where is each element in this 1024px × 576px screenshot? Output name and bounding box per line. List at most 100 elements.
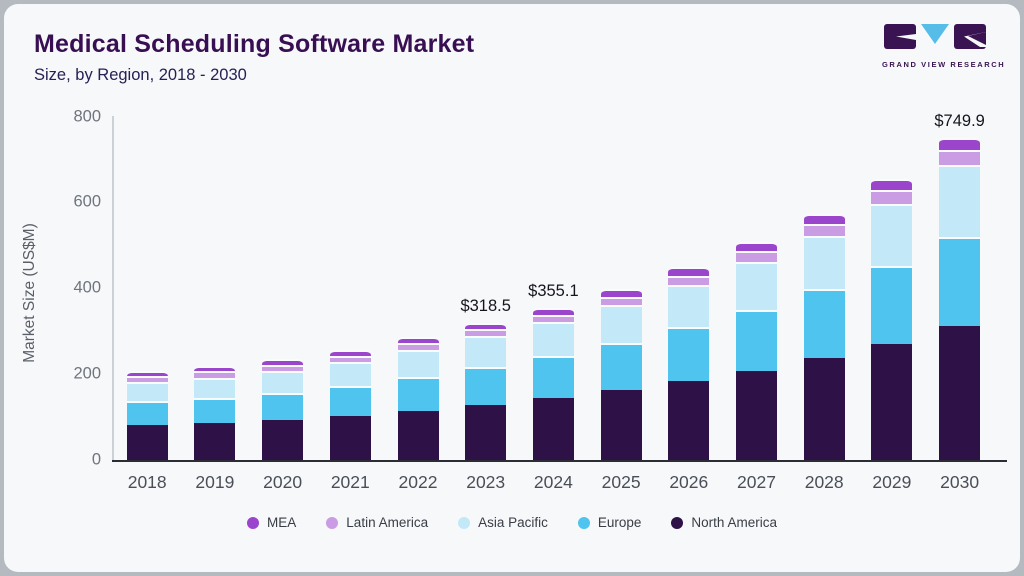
- bar-segment-asia-pacific[interactable]: [329, 362, 371, 387]
- bar-segment-mea[interactable]: [194, 366, 236, 372]
- bar-segment-europe[interactable]: [736, 309, 777, 371]
- bar-segment-latin-america[interactable]: [329, 355, 371, 363]
- bar-segment-north-america[interactable]: [532, 398, 574, 460]
- bar-segment-latin-america[interactable]: [736, 251, 777, 263]
- logo-text: GRAND VIEW RESEARCH: [882, 60, 1006, 69]
- bar-segment-mea[interactable]: [736, 242, 777, 252]
- bar-segment-asia-pacific[interactable]: [803, 235, 845, 290]
- bar-value-label-2023: $318.5: [460, 297, 511, 315]
- bar-segment-north-america[interactable]: [939, 325, 981, 460]
- bar-segment-north-america[interactable]: [329, 415, 371, 460]
- legend-item-asia-pacific[interactable]: Asia Pacific: [458, 515, 548, 530]
- bar-segment-asia-pacific[interactable]: [465, 336, 507, 367]
- bar-segment-latin-america[interactable]: [465, 329, 507, 337]
- stacked-bar-2025[interactable]: [600, 289, 642, 460]
- legend-item-north-america[interactable]: North America: [671, 515, 777, 530]
- x-tick-label-2027: 2027: [737, 472, 776, 492]
- gvr-logo-icon: [884, 24, 986, 49]
- stacked-bar-2018[interactable]: [126, 371, 168, 460]
- x-tick-label-2024: 2024: [533, 472, 573, 492]
- bar-segment-mea[interactable]: [803, 214, 845, 225]
- bar-segment-north-america[interactable]: [668, 381, 710, 460]
- bar-segment-europe[interactable]: [668, 327, 710, 382]
- bar-segment-north-america[interactable]: [262, 420, 304, 460]
- x-tick-label-2020: 2020: [263, 472, 303, 492]
- x-tick-label-2029: 2029: [872, 472, 912, 492]
- bar-segment-north-america[interactable]: [397, 410, 439, 460]
- bar-segment-mea[interactable]: [939, 137, 981, 151]
- stacked-bar-2019[interactable]: [194, 366, 236, 460]
- page-title: Medical Scheduling Software Market: [34, 30, 475, 58]
- bar-segment-latin-america[interactable]: [939, 150, 981, 166]
- bar-segment-asia-pacific[interactable]: [668, 285, 710, 328]
- bar-segment-europe[interactable]: [397, 377, 439, 411]
- stacked-bar-2028[interactable]: [803, 214, 845, 460]
- bar-segment-asia-pacific[interactable]: [736, 262, 777, 310]
- bar-segment-north-america[interactable]: [465, 404, 507, 460]
- bar-segment-mea[interactable]: [871, 179, 913, 191]
- stacked-bar-2021[interactable]: [329, 350, 371, 460]
- bar-segment-asia-pacific[interactable]: [939, 165, 981, 238]
- stacked-bar-2026[interactable]: [668, 266, 710, 460]
- bar-segment-north-america[interactable]: [803, 358, 845, 460]
- bar-segment-europe[interactable]: [126, 401, 168, 425]
- bar-segment-europe[interactable]: [465, 366, 507, 405]
- bar-segment-north-america[interactable]: [736, 370, 777, 460]
- bar-segment-asia-pacific[interactable]: [126, 382, 168, 402]
- stacked-bar-2030[interactable]: [939, 137, 981, 460]
- bar-segment-asia-pacific[interactable]: [397, 350, 439, 378]
- bar-segment-north-america[interactable]: [194, 422, 236, 460]
- bar-segment-mea[interactable]: [668, 266, 710, 276]
- legend-dot-icon: [326, 516, 339, 529]
- bar-segment-north-america[interactable]: [600, 390, 642, 460]
- bar-segment-europe[interactable]: [600, 342, 642, 391]
- bar-segment-latin-america[interactable]: [600, 296, 642, 306]
- bar-segment-latin-america[interactable]: [262, 364, 304, 372]
- stacked-bar-2023[interactable]: [465, 323, 507, 460]
- bar-segment-europe[interactable]: [939, 237, 981, 326]
- bar-segment-europe[interactable]: [532, 356, 574, 399]
- bar-segment-mea[interactable]: [126, 371, 168, 377]
- stacked-bar-2027[interactable]: [736, 242, 777, 460]
- bar-segment-europe[interactable]: [803, 289, 845, 359]
- stacked-bar-2022[interactable]: [397, 337, 439, 460]
- legend-label: MEA: [267, 515, 297, 530]
- bar-segment-asia-pacific[interactable]: [532, 322, 574, 357]
- bar-segment-europe[interactable]: [329, 386, 371, 416]
- bar-segment-latin-america[interactable]: [803, 224, 845, 236]
- stacked-bar-2029[interactable]: [871, 179, 913, 460]
- legend-dot-icon: [458, 516, 471, 529]
- bar-segment-mea[interactable]: [329, 350, 371, 356]
- stacked-bar-2020[interactable]: [262, 359, 304, 460]
- x-tick-label-2022: 2022: [398, 472, 438, 492]
- bar-segment-north-america[interactable]: [126, 424, 168, 460]
- bar-segment-latin-america[interactable]: [532, 315, 574, 323]
- bar-segment-mea[interactable]: [600, 289, 642, 297]
- legend-label: North America: [691, 515, 777, 530]
- bar-segment-north-america[interactable]: [871, 343, 913, 460]
- bar-segment-europe[interactable]: [194, 397, 236, 423]
- bar-segment-latin-america[interactable]: [871, 190, 913, 204]
- bar-segment-latin-america[interactable]: [194, 371, 236, 378]
- legend-item-europe[interactable]: Europe: [577, 515, 641, 530]
- bar-segment-asia-pacific[interactable]: [600, 305, 642, 343]
- bar-segment-asia-pacific[interactable]: [194, 377, 236, 398]
- x-tick-label-2030: 2030: [940, 472, 980, 492]
- bar-segment-mea[interactable]: [532, 308, 574, 316]
- grand-view-research-logo: GRAND VIEW RESEARCH: [882, 24, 1006, 69]
- bar-segment-europe[interactable]: [871, 265, 913, 344]
- bar-segment-mea[interactable]: [397, 337, 439, 344]
- legend-item-latin-america[interactable]: Latin America: [326, 515, 428, 530]
- bar-segment-latin-america[interactable]: [126, 376, 168, 383]
- legend-item-mea[interactable]: MEA: [247, 515, 296, 530]
- bar-segment-asia-pacific[interactable]: [262, 371, 304, 393]
- bar-segment-latin-america[interactable]: [397, 343, 439, 351]
- bar-segment-mea[interactable]: [262, 359, 304, 365]
- y-tick-label: 400: [73, 278, 101, 297]
- bar-segment-asia-pacific[interactable]: [871, 203, 913, 266]
- y-axis-title: Market Size (US$M): [21, 223, 38, 363]
- bar-segment-latin-america[interactable]: [668, 275, 710, 286]
- stacked-bar-2024[interactable]: [532, 308, 574, 460]
- bar-segment-europe[interactable]: [262, 392, 304, 421]
- bar-segment-mea[interactable]: [465, 323, 507, 330]
